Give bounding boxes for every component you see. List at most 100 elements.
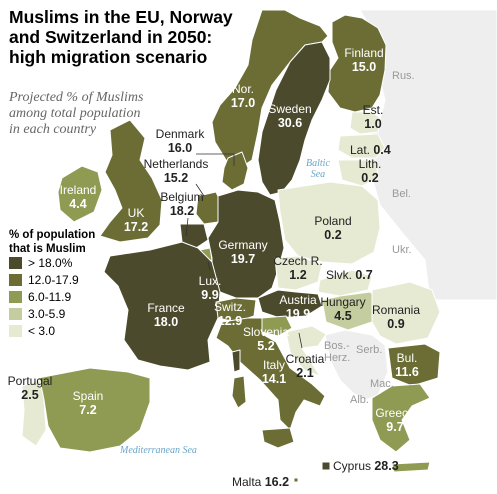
leader-lines [185,153,303,349]
label-uk: UK 17.2 [124,206,148,234]
country-value: 15.2 [163,171,189,185]
country-name: Italy [262,358,285,372]
country-name: Greece [375,406,415,420]
label-romania: Romania 0.9 [372,303,420,331]
legend-title-line-1: % of population [9,229,96,241]
chart-title: Muslims in the EU, Norway and Switzerlan… [9,7,309,67]
label-cyprus: Cyprus 28.3 [333,459,399,473]
country-shape-finland [327,14,387,113]
country-shape-france [103,241,221,371]
country-shape-lithuania [337,159,379,187]
label-albania: Alb. [350,394,369,406]
label-estonia: Est. 1.0 [363,103,384,131]
country-name: Austria [279,293,317,307]
legend-swatch [9,274,22,286]
country-name: Czech R. [273,254,323,268]
country-shape-sweden [257,41,331,196]
country-shape-uk [99,119,163,243]
label-greece: Greece 9.7 [375,406,414,434]
country-name: Romania [371,303,421,317]
country-value: 12.9 [217,314,243,328]
country-value: 18.0 [153,315,179,329]
country-name: Netherlands [143,157,209,171]
label-portugal: Portugal 2.5 [8,374,53,402]
country-value: 14.1 [261,372,287,386]
country-value: 17.0 [230,96,256,110]
country-shape-crete [391,461,431,473]
legend-label: 3.0-5.9 [28,307,66,321]
legend-item: > 18.0% [9,257,72,270]
country-value: 9.9 [201,288,219,302]
country-name: Finland [344,46,384,60]
label-bosnia: Bos.- Herz. [324,340,350,364]
bosnia-line-2: Herz. [324,352,351,364]
country-value: 16.0 [167,141,193,155]
country-shape-switzerland [215,297,257,323]
legend-label: 6.0-11.9 [28,290,72,304]
label-ireland: Ireland 4.4 [60,183,97,211]
country-value: 0.7 [355,268,373,282]
country-shape-sicily [261,427,295,449]
subtitle-line-1: Projected % of Muslims [9,90,144,105]
country-name: Lat. [350,143,371,157]
country-name: Malta [232,475,262,489]
legend-swatch [9,325,22,337]
country-value: 2.5 [21,388,39,402]
country-shape-bulgaria [387,343,441,387]
country-name: Bul. [396,351,418,365]
country-name: France [147,301,185,315]
country-name: Portugal [7,374,53,388]
chart-subtitle: Projected % of Muslims among total popul… [9,90,189,138]
country-value: 0.2 [324,228,342,242]
country-shape-romania [371,281,441,345]
label-switzerland: Switz. 12.9 [214,300,246,328]
label-finland: Finland 15.0 [344,46,383,74]
title-line-3: high migration scenario [9,47,208,67]
country-value: 18.2 [169,204,195,218]
country-value: 1.2 [289,268,307,282]
country-name: Germany [218,238,268,252]
country-shape-portugal [21,379,47,447]
country-value: 5.2 [257,339,275,353]
country-value: 0.2 [361,171,379,185]
label-bulgaria: Bul. 11.6 [395,351,419,379]
label-austria: Austria 19.9 [279,293,316,321]
legend-item: 6.0-11.9 [9,291,71,304]
country-name: Hungary [320,295,366,309]
label-poland: Poland 0.2 [314,214,351,242]
country-shape-estonia [349,111,381,135]
legend-swatch [9,257,22,269]
country-value: 17.2 [123,220,149,234]
baltic-line-2: Sea [310,169,326,180]
country-name: Ireland [59,183,97,197]
country-name: Belgium [160,190,204,204]
label-latvia: Lat. 0.4 [350,143,391,157]
country-value: 19.9 [285,307,311,321]
legend-swatch [9,291,22,303]
country-shape-denmark [221,151,249,191]
country-value: 2.1 [296,366,314,380]
country-shape-corsica [231,349,241,373]
country-shape-greece [371,383,431,453]
country-value: 0.4 [373,143,391,157]
country-name: Spain [72,389,104,403]
legend-label: 12.0-17.9 [28,273,79,287]
baltic-line-1: Baltic [306,158,330,169]
title-line-2: and Switzerland in 2050: [9,27,213,47]
country-name: Nor. [231,82,254,96]
country-shape-austria [257,289,323,319]
country-name: Est. [362,103,384,117]
legend-item: 12.0-17.9 [9,274,79,287]
country-name: Slovenia [242,325,290,339]
country-shape-czech [274,255,323,291]
label-hungary: Hungary 4.5 [320,295,365,323]
legend-title: % of population that is Muslim [9,228,139,256]
legend-label: < 3.0 [28,324,56,338]
label-malta: Malta 16.2 [232,475,289,489]
legend-item: < 3.0 [9,325,55,338]
legend-title-line-2: that is Muslim [9,243,86,255]
label-germany: Germany 19.7 [218,238,267,266]
label-macedonia: Mac. [370,378,394,390]
country-value: 0.9 [387,317,405,331]
